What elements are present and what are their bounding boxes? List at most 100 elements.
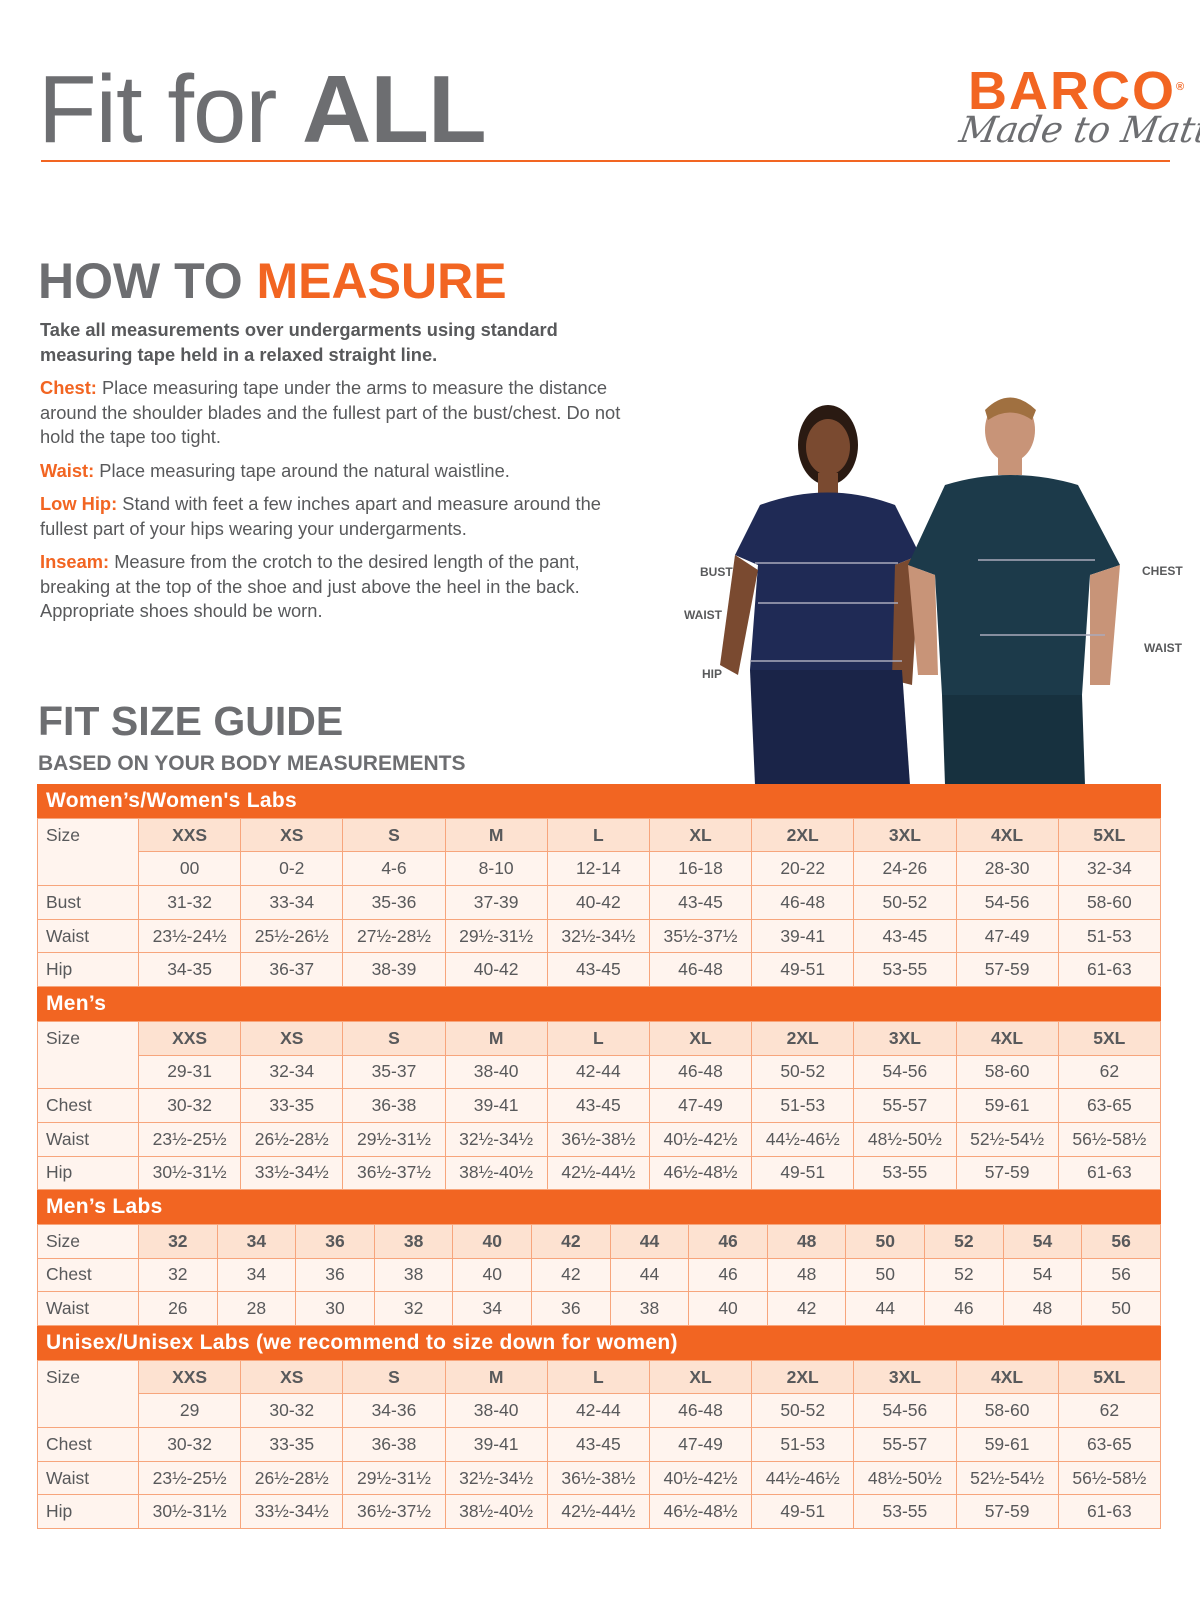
measurement-cell: 54-56 (955, 885, 1059, 920)
measurement-cell: 38 (373, 1257, 454, 1293)
measurement-cell: 59-61 (955, 1427, 1059, 1462)
measurement-cell: 61-63 (1057, 1155, 1162, 1191)
row-label: Size (37, 1359, 139, 1429)
measurement-cell: 49-51 (751, 1494, 855, 1530)
measurement-cell: 49-51 (751, 952, 855, 988)
header-divider (41, 160, 1170, 162)
numeric-size-cell: 50-52 (751, 1054, 855, 1090)
size-header-cell: XL (648, 1359, 753, 1395)
measurement-cell: 40 (452, 1257, 533, 1293)
numeric-size-cell: 20-22 (751, 851, 855, 887)
measurement-cell: 40-42 (546, 885, 650, 920)
measurement-cell: 38½-40½ (444, 1494, 548, 1530)
numeric-size-cell: 58-60 (955, 1393, 1059, 1429)
size-header-cell: 5XL (1057, 817, 1162, 853)
numeric-size-cell: 0-2 (240, 851, 344, 887)
row-label: Chest (37, 1257, 139, 1293)
size-table: Size XXS XS S M L XL 2XL 3XL 4XL 5XL 29 30-32 34-36 38… (37, 1359, 1162, 1530)
measurement-cell: 52½-54½ (955, 1121, 1059, 1157)
row-label: Hip (37, 1155, 139, 1191)
measurement-cell: 38 (609, 1291, 690, 1326)
size-header-cell: L (546, 1359, 650, 1395)
table-row: Chest 32 34 36 38 40 42 44 46 48 50 52 54 56 (37, 1257, 1161, 1293)
size-header-cell: 5XL (1057, 1020, 1162, 1056)
measurement-cell: 36-38 (342, 1088, 446, 1123)
numeric-size-row: 00 0-2 4-6 8-10 12-14 16-18 20-22 24-26 28-30 32-… (38, 851, 1162, 887)
section-header: Men’s (37, 987, 1161, 1021)
numeric-size-cell: 28-30 (955, 851, 1059, 887)
table-row: Chest 30-32 33-35 36-38 39-41 43-45 47-49 51-53… (37, 1088, 1162, 1123)
instruction-low-hip: Low Hip: Stand with feet a few inches ap… (40, 493, 601, 539)
measurement-cell: 30 (295, 1291, 375, 1326)
size-table: Size XXS XS S M L XL 2XL 3XL 4XL 5XL 29-31 32-34 35-3… (37, 1020, 1162, 1191)
size-header-cell: 3XL (853, 817, 957, 853)
fit-size-guide-subtitle: BASED ON YOUR BODY MEASUREMENTS (38, 752, 466, 775)
size-header-cell: 46 (688, 1223, 768, 1259)
measurement-cell: 33-34 (240, 885, 344, 920)
measurement-cell: 55-57 (853, 1427, 957, 1462)
measurement-cell: 48 (1002, 1291, 1083, 1326)
measurement-cell: 56 (1081, 1257, 1161, 1293)
numeric-size-cell: 46-48 (648, 1054, 753, 1090)
row-label: Hip (37, 1494, 139, 1530)
measurement-cell: 48½-50½ (853, 1121, 957, 1157)
measurement-cell: 63-65 (1057, 1427, 1162, 1462)
size-header-cell: 48 (766, 1223, 847, 1259)
size-header-cell: 5XL (1057, 1359, 1162, 1395)
measurement-cell: 33-35 (240, 1088, 344, 1123)
instruction-inseam: Inseam: Measure from the crotch to the d… (40, 551, 580, 621)
measurement-cell: 52½-54½ (955, 1460, 1059, 1496)
size-header-cell: 38 (373, 1223, 454, 1259)
numeric-size-cell: 38-40 (444, 1393, 548, 1429)
measurement-cell: 44 (845, 1291, 926, 1326)
size-header-cell: 56 (1081, 1223, 1161, 1259)
measurement-cell: 47-49 (648, 1088, 753, 1123)
measurement-cell: 43-45 (546, 952, 650, 988)
table-row: Waist 23½-24½ 25½-26½ 27½-28½ 29½-31½ 32½-34½… (37, 918, 1162, 954)
measurement-cell: 32½-34½ (546, 918, 650, 954)
measurement-cell: 47-49 (648, 1427, 753, 1462)
measurement-cell: 32½-34½ (444, 1460, 548, 1496)
measurement-cell: 59-61 (955, 1088, 1059, 1123)
size-header-cell: XXS (137, 817, 242, 853)
hip-label: HIP (702, 667, 723, 681)
measurement-cell: 46-48 (751, 885, 855, 920)
numeric-size-cell: 58-60 (955, 1054, 1059, 1090)
numeric-size-cell: 35-37 (342, 1054, 446, 1090)
measurement-cell: 32½-34½ (444, 1121, 548, 1157)
row-label: Bust (37, 885, 139, 920)
measuring-instructions: Take all measurements over undergarments… (40, 318, 630, 633)
size-header-cell: XXS (137, 1359, 242, 1395)
brand-logo: BARCO® (968, 61, 1185, 121)
numeric-size-cell: 4-6 (342, 851, 446, 887)
size-header-cell: S (342, 817, 446, 853)
numeric-size-cell: 29-31 (137, 1054, 242, 1090)
measurement-cell: 50-52 (853, 885, 957, 920)
size-header-cell: 34 (216, 1223, 297, 1259)
measurement-cell: 36-37 (240, 952, 344, 988)
measurement-cell: 50 (1081, 1291, 1161, 1326)
size-header-cell: 52 (924, 1223, 1004, 1259)
numeric-size-cell: 30-32 (240, 1393, 344, 1429)
size-header-cell: S (342, 1020, 446, 1056)
measurement-cell: 29½-31½ (444, 918, 548, 954)
measurement-cell: 58-60 (1057, 885, 1162, 920)
measurement-cell: 43-45 (546, 1427, 650, 1462)
instruction-chest: Chest: Place measuring tape under the ar… (40, 377, 621, 447)
measurement-cell: 57-59 (955, 1494, 1059, 1530)
measurement-cell: 46½-48½ (648, 1494, 753, 1530)
numeric-size-cell: 8-10 (444, 851, 548, 887)
numeric-size-cell: 29 (137, 1393, 242, 1429)
measurement-cell: 43-45 (853, 918, 957, 954)
measurement-cell: 40½-42½ (648, 1121, 753, 1157)
size-table: Size XXS XS S M L XL 2XL 3XL 4XL 5XL 00 0-2 4-6 8-10 12… (37, 817, 1162, 988)
measurement-cell: 52 (924, 1257, 1004, 1293)
numeric-size-cell: 24-26 (853, 851, 957, 887)
measurement-cell: 39-41 (444, 1427, 548, 1462)
measurement-cell: 49-51 (751, 1155, 855, 1191)
size-header-cell: XL (648, 817, 753, 853)
row-label: Size (37, 1223, 139, 1259)
measurement-cell: 36½-37½ (342, 1155, 446, 1191)
size-header-cell: XXS (137, 1020, 242, 1056)
measurement-cell: 34 (216, 1257, 297, 1293)
